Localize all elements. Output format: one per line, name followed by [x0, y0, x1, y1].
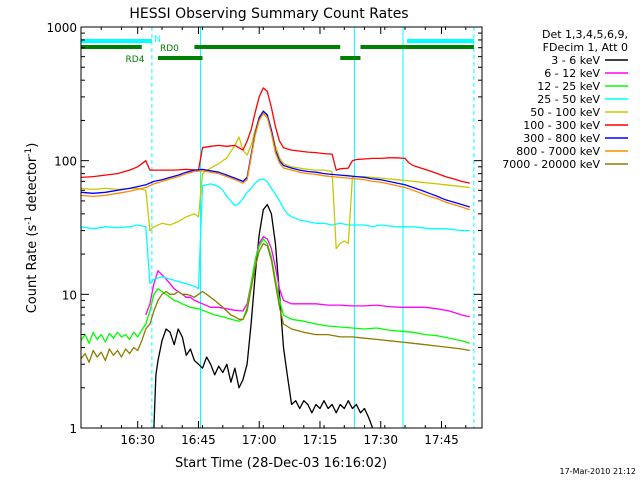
flag-n-label: N: [154, 35, 161, 45]
x-tick-label-3: 17:15: [303, 433, 338, 447]
series-line-1: [145, 236, 470, 318]
series-lines: [81, 87, 471, 428]
x-tick-label-5: 17:45: [424, 433, 459, 447]
footer-timestamp: 17-Mar-2010 21:12: [560, 467, 637, 476]
x-axis-label: Start Time (28-Dec-03 16:16:02): [175, 456, 387, 471]
vertical-markers: [151, 27, 475, 428]
y-tick-label-0: 1: [69, 422, 77, 436]
legend-label-6: 300 - 800 keV: [523, 132, 600, 145]
axes: 16:30 16:45 17:00 17:15 17:30 17:45 1 10 100 1000: [46, 21, 482, 447]
legend-header-line-1: Det 1,3,4,5,6,9,: [542, 28, 628, 41]
chart-title: HESSI Observing Summary Count Rates: [129, 6, 408, 22]
series-line-2: [81, 238, 470, 344]
legend-label-5: 100 - 300 keV: [523, 119, 600, 132]
legend-label-2: 12 - 25 keV: [537, 80, 600, 93]
x-tick-label-0: 16:30: [120, 433, 155, 447]
flag-rd4-label: RD4: [126, 55, 145, 65]
series-line-7: [81, 112, 471, 211]
legend-label-0: 3 - 6 keV: [551, 54, 600, 67]
plot-frame: [80, 26, 483, 429]
series-line-8: [81, 242, 470, 363]
x-tick-label-1: 16:45: [181, 433, 216, 447]
x-tick-label-4: 17:30: [363, 433, 398, 447]
legend-label-4: 50 - 100 keV: [530, 106, 600, 119]
legend-header-line-2: FDecim 1, Att 0: [543, 41, 628, 54]
series-line-0: [153, 203, 374, 428]
x-tick-label-2: 17:00: [242, 433, 277, 447]
legend-label-3: 25 - 50 keV: [537, 93, 600, 106]
legend-label-7: 800 - 7000 keV: [516, 145, 600, 158]
y-tick-label-1: 10: [62, 288, 77, 302]
series-line-3: [81, 178, 470, 290]
series-line-5: [81, 87, 470, 184]
flag-rd0-label: RD0: [160, 44, 179, 54]
y-axis-label: Count Rate (s-1 detector-1): [24, 143, 40, 314]
legend-label-8: 7000 - 20000 keV: [502, 158, 600, 171]
y-tick-label-3: 1000: [46, 21, 77, 35]
y-tick-label-2: 100: [54, 155, 77, 169]
legend-label-1: 6 - 12 keV: [544, 67, 600, 80]
